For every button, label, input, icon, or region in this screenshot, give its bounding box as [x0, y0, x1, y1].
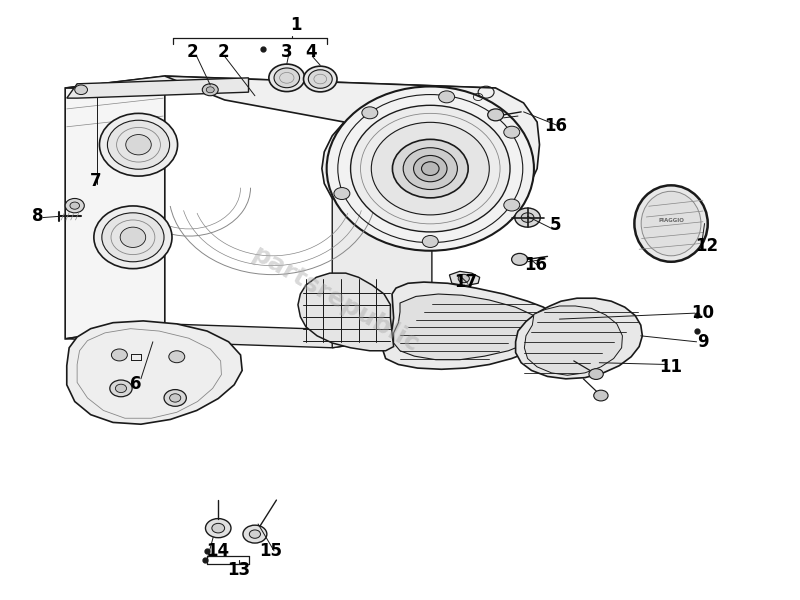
Text: 9: 9	[697, 333, 709, 351]
Circle shape	[521, 213, 534, 223]
Ellipse shape	[120, 227, 146, 247]
Polygon shape	[65, 76, 165, 339]
Text: PIAGGIO: PIAGGIO	[658, 218, 684, 223]
Text: 5: 5	[550, 217, 562, 235]
Circle shape	[212, 523, 225, 533]
Circle shape	[594, 390, 608, 401]
Text: 17: 17	[454, 273, 477, 291]
Circle shape	[515, 208, 540, 227]
Polygon shape	[65, 324, 432, 348]
Ellipse shape	[107, 120, 170, 169]
Circle shape	[206, 518, 231, 538]
Polygon shape	[515, 298, 642, 379]
Circle shape	[111, 349, 127, 361]
Circle shape	[243, 525, 267, 543]
Circle shape	[438, 91, 454, 103]
Circle shape	[169, 351, 185, 363]
Circle shape	[206, 87, 214, 93]
Circle shape	[115, 384, 126, 392]
Text: 11: 11	[659, 358, 682, 376]
Text: 16: 16	[524, 256, 547, 274]
Circle shape	[504, 126, 520, 138]
Circle shape	[170, 394, 181, 402]
Text: 14: 14	[206, 542, 230, 560]
Circle shape	[250, 530, 261, 538]
Circle shape	[362, 107, 378, 119]
Text: 4: 4	[305, 43, 317, 61]
Polygon shape	[524, 306, 622, 375]
Circle shape	[488, 109, 504, 121]
Circle shape	[589, 368, 603, 379]
Ellipse shape	[308, 70, 332, 88]
Circle shape	[202, 84, 218, 96]
Polygon shape	[450, 271, 480, 286]
Circle shape	[65, 199, 84, 213]
Text: 3: 3	[281, 43, 293, 61]
Circle shape	[110, 380, 132, 397]
Ellipse shape	[269, 64, 305, 92]
Circle shape	[334, 188, 350, 200]
Ellipse shape	[414, 155, 447, 182]
Circle shape	[422, 236, 438, 247]
Polygon shape	[165, 76, 539, 237]
Polygon shape	[298, 273, 394, 351]
Circle shape	[70, 202, 79, 209]
Polygon shape	[65, 76, 496, 100]
Ellipse shape	[371, 122, 490, 215]
Ellipse shape	[102, 213, 164, 262]
Text: partsrepublic: partsrepublic	[248, 242, 424, 358]
Circle shape	[512, 253, 527, 265]
Ellipse shape	[422, 162, 439, 175]
Ellipse shape	[94, 206, 172, 269]
Text: 16: 16	[544, 116, 567, 134]
Ellipse shape	[350, 106, 510, 232]
Text: 6: 6	[130, 374, 141, 392]
Ellipse shape	[303, 66, 337, 92]
Polygon shape	[394, 294, 542, 360]
Text: 10: 10	[691, 304, 714, 322]
Circle shape	[458, 274, 470, 283]
Ellipse shape	[326, 86, 534, 251]
Text: 8: 8	[31, 208, 43, 226]
Polygon shape	[332, 199, 432, 348]
Ellipse shape	[274, 68, 299, 88]
Text: 15: 15	[259, 542, 282, 560]
Ellipse shape	[126, 134, 151, 155]
Polygon shape	[382, 282, 555, 369]
Text: 12: 12	[695, 237, 718, 255]
Text: 1: 1	[290, 16, 302, 34]
Ellipse shape	[634, 185, 708, 262]
Circle shape	[164, 389, 186, 406]
Polygon shape	[66, 78, 249, 98]
Ellipse shape	[403, 148, 458, 190]
Text: 7: 7	[90, 172, 102, 190]
Ellipse shape	[641, 191, 701, 256]
Text: 2: 2	[218, 43, 229, 61]
Ellipse shape	[393, 139, 468, 198]
Circle shape	[74, 85, 87, 95]
Text: 13: 13	[227, 561, 250, 579]
Polygon shape	[66, 321, 242, 424]
Circle shape	[504, 199, 520, 211]
Text: 2: 2	[187, 43, 198, 61]
Ellipse shape	[99, 113, 178, 176]
